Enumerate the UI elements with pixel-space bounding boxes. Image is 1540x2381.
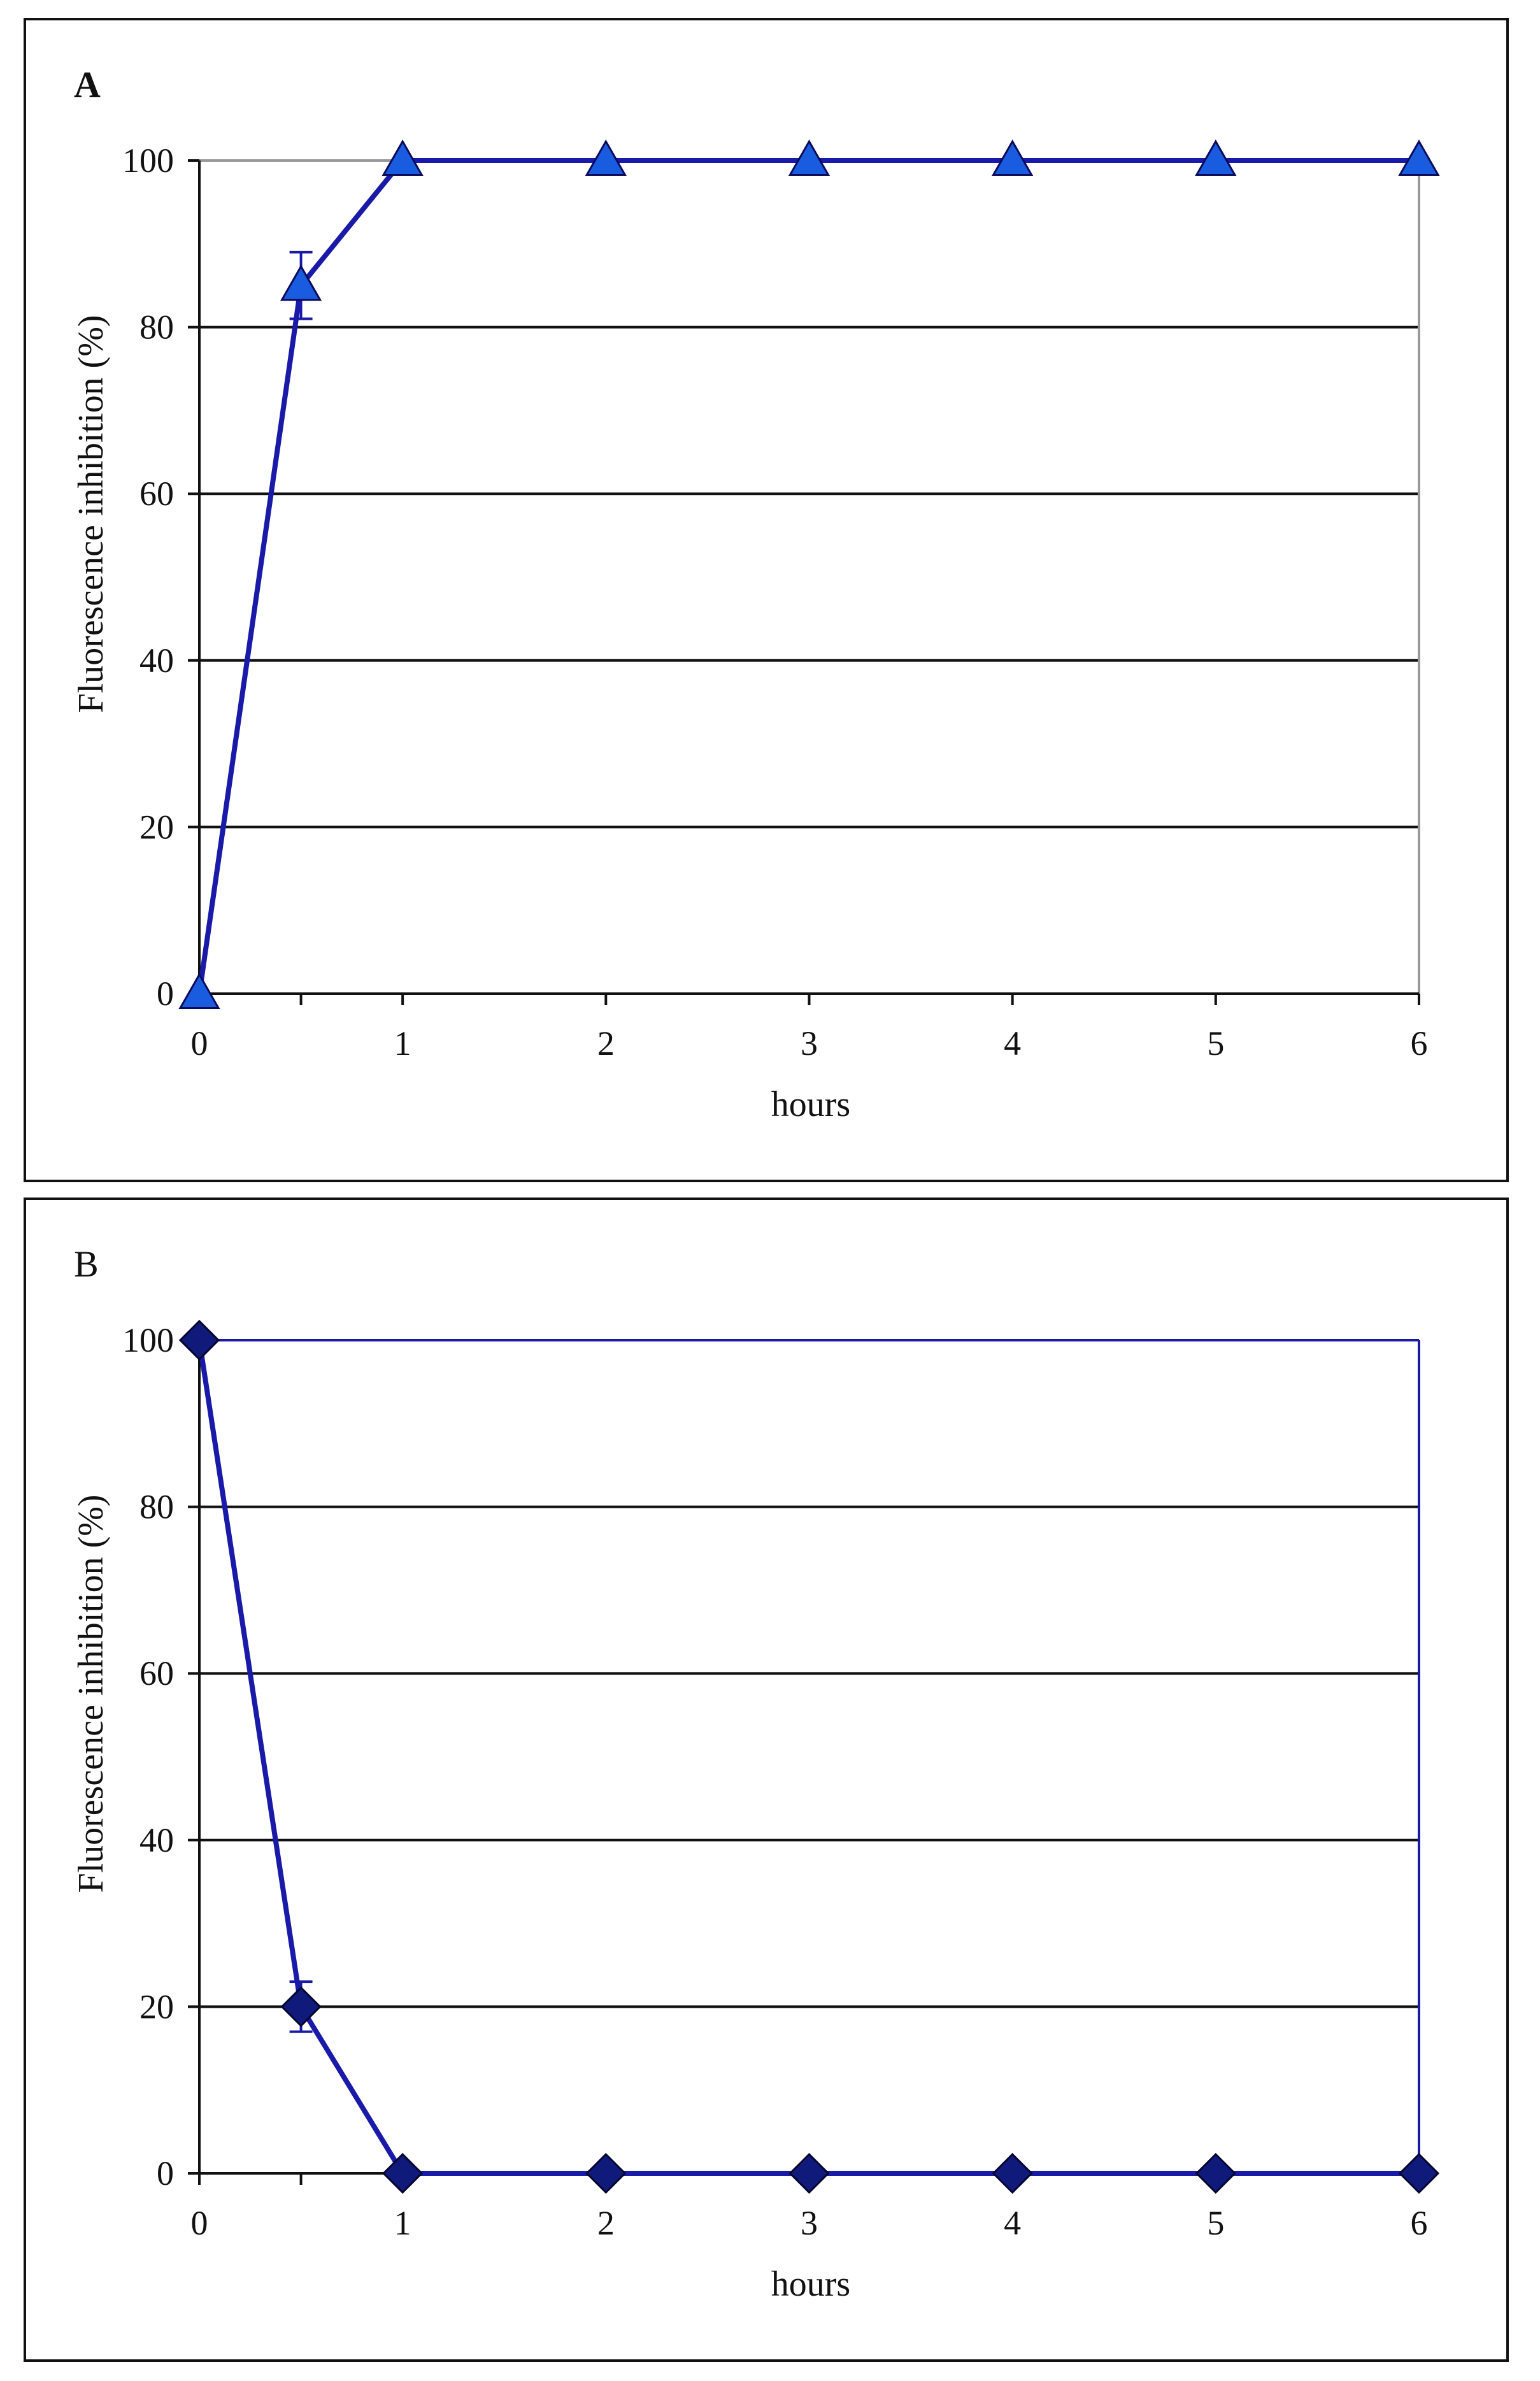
x-tick-label: 4 <box>1004 2204 1021 2242</box>
x-tick-label: 5 <box>1207 2204 1224 2242</box>
chart-a-svg: A Fluorescence inhibition (%) hours 0204… <box>71 64 1440 1124</box>
y-tick-label: 80 <box>139 308 174 347</box>
x-tick-label: 0 <box>191 2204 208 2242</box>
x-tick-label: 6 <box>1411 2204 1428 2242</box>
panel-label: A <box>74 64 101 105</box>
data-point-diamond <box>178 1319 220 1361</box>
data-point-diamond <box>1195 2152 1236 2194</box>
y-axis-label: Fluorescence inhibition (%) <box>71 315 111 713</box>
chart-b-svg: B Fluorescence inhibition (%) hours 0204… <box>71 1243 1440 2304</box>
series-line <box>197 158 1419 994</box>
y-tick-label: 60 <box>139 475 174 513</box>
x-axis-label: hours <box>771 1085 850 1124</box>
x-tick-label: 5 <box>1207 1024 1224 1062</box>
data-point-triangle <box>992 139 1034 176</box>
x-tick-label: 6 <box>1411 1024 1428 1062</box>
x-tick-label: 0 <box>191 1024 208 1062</box>
data-point-diamond <box>585 2152 627 2194</box>
data-point-diamond <box>280 1986 322 2027</box>
chart-panel-a: A Fluorescence inhibition (%) hours 0 20 4… <box>24 18 1509 1182</box>
y-tick-label: 100 <box>122 141 174 180</box>
data-point-diamond <box>992 2152 1033 2194</box>
data-point-diamond <box>382 2152 424 2194</box>
x-tick-label: 2 <box>597 1024 615 1062</box>
y-tick-label: 0 <box>157 2154 174 2192</box>
panel-label: B <box>74 1243 99 1285</box>
y-tick-label: 20 <box>139 1987 174 2026</box>
y-tick-label: 100 <box>122 1321 174 1359</box>
y-tick-label: 80 <box>139 1488 174 1526</box>
data-point-triangle <box>178 972 220 1009</box>
data-point-triangle <box>381 139 424 176</box>
data-point-triangle <box>1195 139 1237 176</box>
data-point-triangle <box>280 264 322 301</box>
x-tick-label: 3 <box>801 1024 818 1062</box>
x-tick-label: 2 <box>597 2204 615 2242</box>
y-tick-label: 40 <box>139 1821 174 1859</box>
data-point-diamond <box>1398 2152 1440 2194</box>
series-line <box>197 1340 1419 2176</box>
data-point-triangle <box>1398 139 1440 176</box>
y-tick-label: 20 <box>139 808 174 846</box>
data-point-triangle <box>788 139 831 176</box>
x-tick-label: 3 <box>801 2204 818 2242</box>
y-tick-label: 40 <box>139 641 174 680</box>
x-axis-label: hours <box>771 2264 850 2304</box>
x-tick-label: 1 <box>394 1024 411 1062</box>
x-tick-label: 1 <box>394 2204 411 2242</box>
x-tick-label: 4 <box>1004 1024 1021 1062</box>
y-tick-label: 0 <box>157 975 174 1013</box>
data-point-triangle <box>585 139 627 176</box>
chart-panel-b: B Fluorescence inhibition (%) hours 0 20 4… <box>24 1198 1509 2362</box>
y-tick-label: 60 <box>139 1654 174 1692</box>
data-point-diamond <box>788 2152 830 2194</box>
y-axis-label: Fluorescence inhibition (%) <box>71 1494 111 1892</box>
